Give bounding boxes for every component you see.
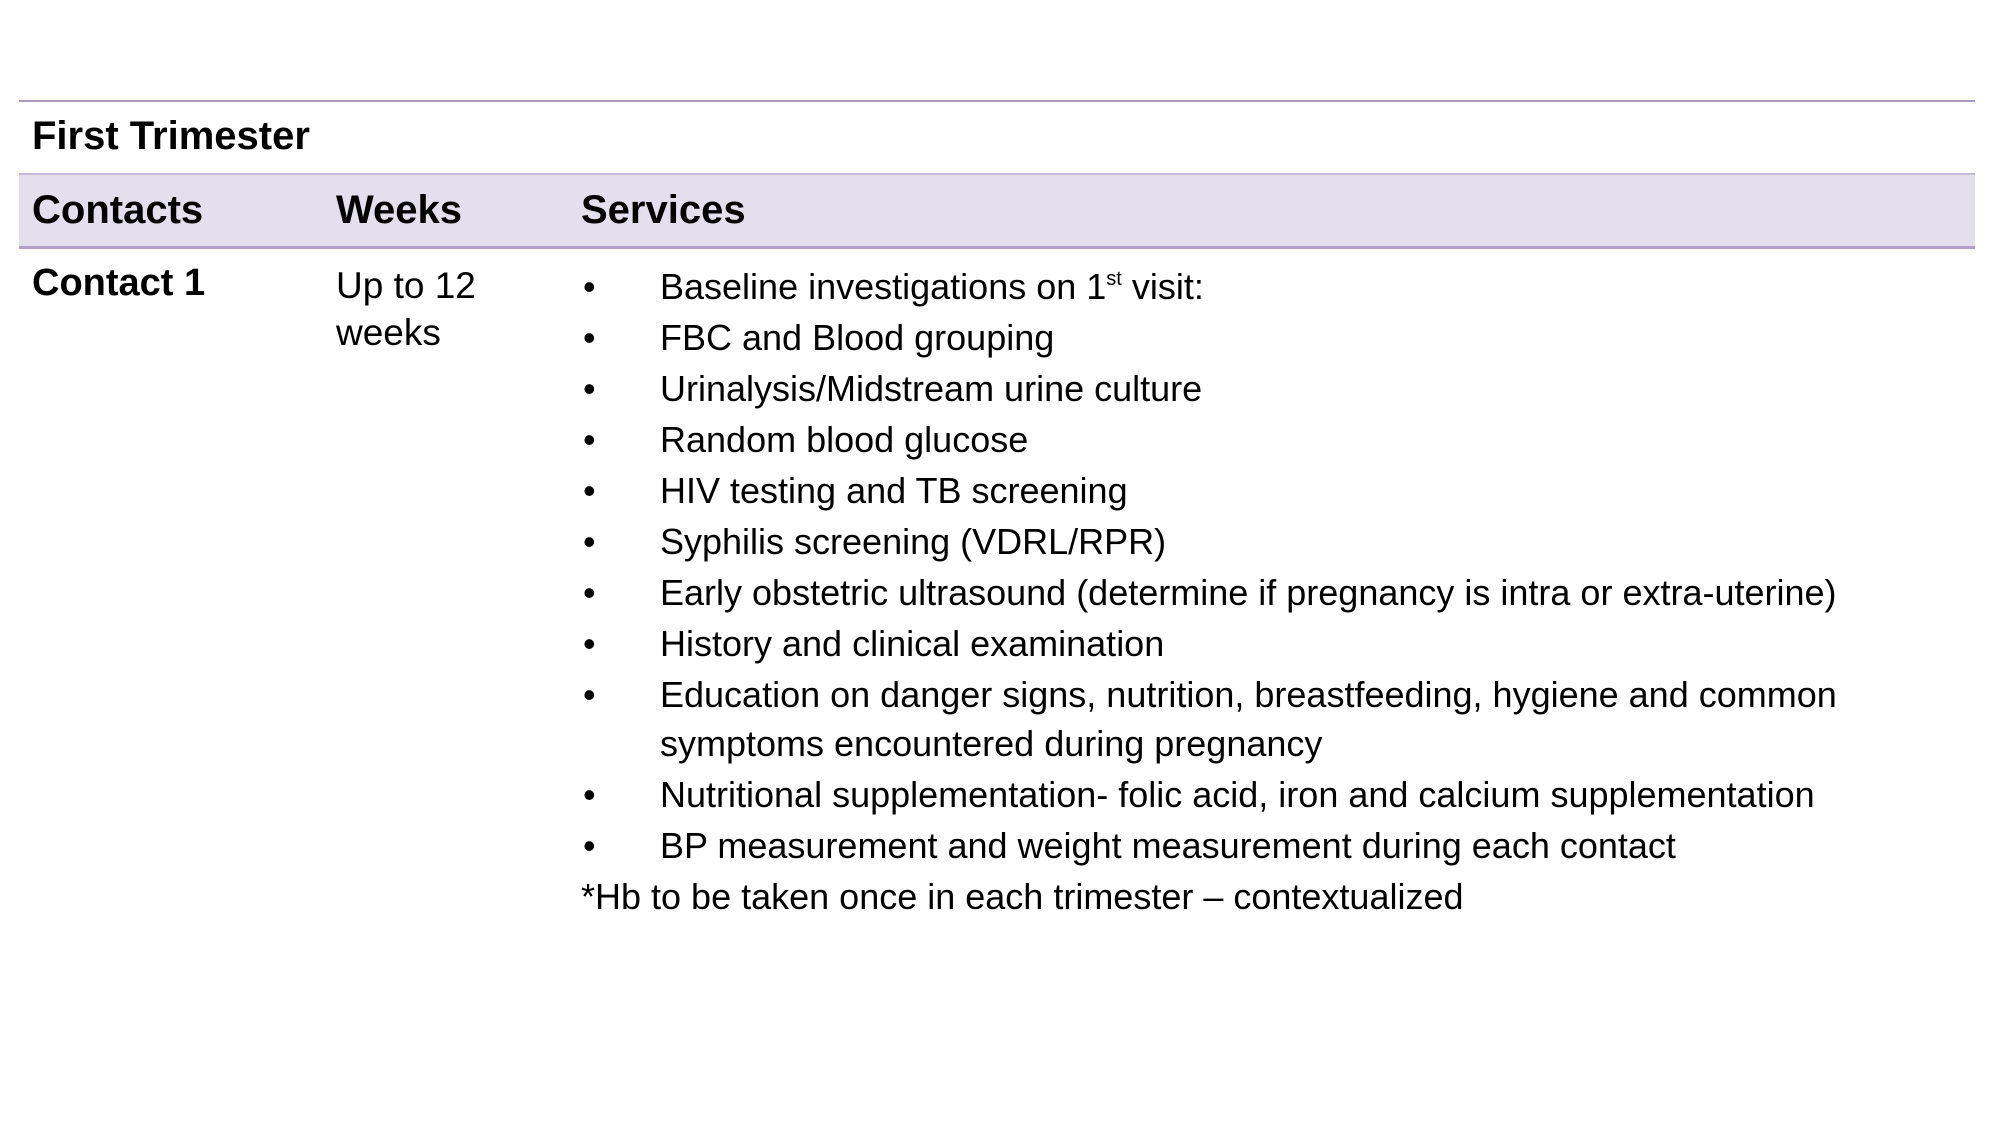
bullet-icon: •	[583, 825, 596, 866]
list-item: • Nutritional supplementation- folic acid…	[581, 770, 1975, 819]
header-weeks: Weeks	[336, 188, 463, 232]
services-cell: • Baseline investigations on 1st visit: •…	[581, 262, 1981, 921]
list-item: • FBC and Blood grouping	[581, 313, 1975, 362]
service-text: Random blood glucose	[660, 419, 1029, 460]
weeks-cell: Up to 12 weeks	[336, 265, 476, 353]
top-rule	[19, 100, 1975, 102]
list-item: • BP measurement and weight measurement d…	[581, 821, 1975, 870]
bullet-icon: •	[583, 572, 596, 613]
list-item: • Random blood glucose	[581, 415, 1975, 464]
bullet-icon: •	[583, 266, 596, 307]
list-item: • Urinalysis/Midstream urine culture	[581, 364, 1975, 413]
footnote: *Hb to be taken once in each trimester –…	[581, 876, 1464, 917]
bullet-icon: •	[583, 317, 596, 358]
service-text: BP measurement and weight measurement du…	[660, 825, 1676, 866]
bullet-icon: •	[583, 774, 596, 815]
service-text: Syphilis screening (VDRL/RPR)	[660, 521, 1167, 562]
service-text: HIV testing and TB screening	[660, 470, 1128, 511]
service-text: FBC and Blood grouping	[660, 317, 1055, 358]
bullet-icon: •	[583, 419, 596, 460]
superscript: st	[1106, 268, 1122, 290]
service-text: visit:	[1121, 266, 1204, 307]
services-list: • FBC and Blood grouping • Urinalysis/Midst…	[581, 313, 1981, 870]
service-text: Baseline investigations on 1	[660, 266, 1107, 307]
bullet-icon: •	[583, 521, 596, 562]
contact-cell: Contact 1	[32, 262, 206, 304]
service-text: Early obstetric ultrasound (determine if…	[660, 572, 1837, 613]
bullet-icon: •	[583, 368, 596, 409]
list-item: • Early obstetric ultrasound (determine i…	[581, 568, 1975, 617]
bullet-icon: •	[583, 674, 596, 715]
list-item: • Syphilis screening (VDRL/RPR)	[581, 517, 1975, 566]
bullet-icon: •	[583, 623, 596, 664]
service-text: Education on danger signs, nutrition, br…	[660, 674, 1837, 764]
service-text: History and clinical examination	[660, 623, 1165, 664]
list-item: • HIV testing and TB screening	[581, 466, 1975, 515]
service-text: Nutritional supplementation- folic acid,…	[660, 774, 1815, 815]
list-item: • History and clinical examination	[581, 619, 1975, 668]
list-item: • Education on danger signs, nutrition, b…	[581, 670, 1975, 768]
bullet-icon: •	[583, 470, 596, 511]
section-title: First Trimester	[32, 114, 310, 158]
list-item: • Baseline investigations on 1st visit:	[581, 262, 1975, 311]
header-band	[19, 173, 1975, 249]
services-list: • Baseline investigations on 1st visit:	[581, 262, 1981, 311]
service-text: Urinalysis/Midstream urine culture	[660, 368, 1203, 409]
header-services: Services	[581, 188, 746, 232]
header-contacts: Contacts	[32, 188, 204, 232]
